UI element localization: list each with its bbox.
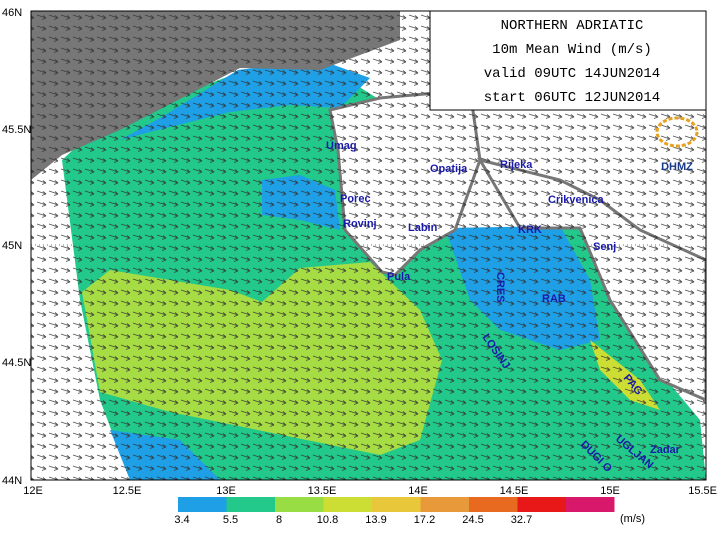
colorbar-label: 32.7: [511, 514, 532, 526]
colorbar-swatch: [469, 497, 518, 512]
colorbar-swatch: [372, 497, 421, 512]
place: Labin: [408, 222, 438, 234]
logo-text: DHMZ: [661, 161, 693, 173]
colorbar-label: 10.8: [317, 514, 338, 526]
colorbar: (m/s) 3.4 5.5 8 10.8 13.9 17.2 24.5 32.7: [174, 497, 645, 526]
lon-tick-label: 15.5E: [688, 485, 717, 497]
colorbar-label: 8: [276, 514, 282, 526]
place: Crikvenica: [548, 194, 605, 206]
place: Rijeka: [500, 159, 533, 171]
place: Pula: [387, 271, 411, 283]
map-frame: [30, 10, 707, 481]
colorbar-swatch: [226, 497, 275, 512]
lon-tick-label: 12.5E: [113, 485, 142, 497]
place: Senj: [593, 241, 616, 253]
header-box: NORTHERN ADRIATIC 10m Mean Wind (m/s) va…: [429, 10, 707, 111]
lon-tick-label: 14.5E: [500, 485, 529, 497]
place: Opatija: [430, 163, 468, 175]
header-line: 10m Mean Wind (m/s): [492, 42, 652, 58]
colorbar-swatch: [420, 497, 469, 512]
colorbar-label: 24.5: [462, 514, 483, 526]
lat-tick-label: 45.5N: [2, 124, 31, 136]
lon-tick-label: 15E: [600, 485, 620, 497]
colorbar-swatch: [323, 497, 372, 512]
place: Umag: [326, 140, 357, 152]
lat-tick-label: 44.5N: [2, 357, 31, 369]
colorbar-unit: (m/s): [620, 513, 645, 525]
logo: DHMZ: [655, 116, 699, 173]
lon-tick-label: 13.5E: [308, 485, 337, 497]
place: CRES: [494, 272, 506, 303]
colorbar-swatch: [566, 497, 615, 512]
lat-tick-label: 45N: [2, 240, 22, 252]
place: RAB: [542, 293, 566, 305]
place: Rovinj: [343, 218, 377, 230]
header-line: valid 09UTC 14JUN2014: [484, 66, 660, 82]
lat-tick-label: 44N: [2, 475, 22, 487]
colorbar-swatch: [275, 497, 324, 512]
place: Porec: [340, 193, 371, 205]
colorbar-label: 5.5: [223, 514, 238, 526]
lon-axis: 12E 12.5E 13E 13.5E 14E 14.5E 15E 15.5E: [23, 485, 717, 497]
lon-tick-label: 14E: [408, 485, 428, 497]
colorbar-swatch: [517, 497, 566, 512]
lat-axis: 46N 45.5N 45N 44.5N 44N: [2, 7, 31, 487]
colorbar-label: 3.4: [174, 514, 189, 526]
header-line: NORTHERN ADRIATIC: [501, 18, 644, 34]
colorbar-label: 17.2: [414, 514, 435, 526]
lon-tick-label: 12E: [23, 485, 43, 497]
place: KRK: [518, 224, 542, 236]
lon-tick-label: 13E: [216, 485, 236, 497]
place: Zadar: [650, 444, 681, 456]
colorbar-swatch: [178, 497, 227, 512]
colorbar-label: 13.9: [365, 514, 386, 526]
lat-tick-label: 46N: [2, 7, 22, 19]
header-line: start 06UTC 12JUN2014: [484, 90, 660, 106]
